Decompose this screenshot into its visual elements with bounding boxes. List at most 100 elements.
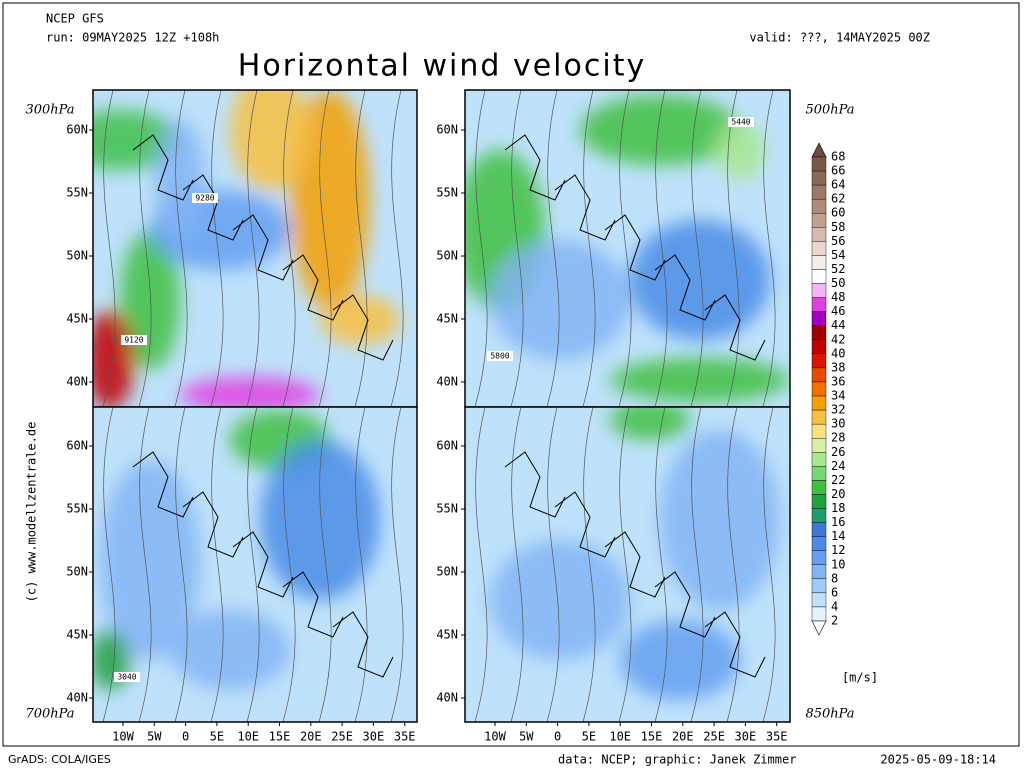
colorbar-label: 14: [831, 529, 845, 543]
colorbar-swatch: [811, 438, 827, 453]
latitude-label: 60N: [436, 439, 458, 453]
data-credit: data: NCEP; graphic: Janek Zimmer: [558, 753, 796, 767]
contour-line: [762, 90, 776, 407]
wind-area: [715, 120, 765, 180]
colorbar-label: 56: [831, 234, 845, 248]
wind-area: [320, 295, 400, 345]
colorbar-label: 44: [831, 318, 845, 332]
colorbar-label: 42: [831, 332, 845, 346]
colorbar-label: 40: [831, 346, 845, 360]
colorbar-swatch: [811, 550, 827, 565]
wind-area: [260, 440, 380, 600]
colorbar-swatch: [811, 325, 827, 340]
colorbar-swatch: [811, 452, 827, 467]
colorbar-triangle: [811, 620, 827, 636]
wind-area: [610, 407, 690, 440]
wind-area: [100, 460, 200, 660]
contour-label-box: [114, 672, 140, 682]
contour-line: [282, 407, 296, 722]
latitude-label: 40N: [436, 375, 458, 389]
coastline: [654, 571, 716, 638]
colorbar-swatch: [811, 423, 827, 439]
contour-label: 5800: [490, 352, 509, 361]
contour-line: [138, 90, 152, 407]
colorbar-swatch: [811, 480, 827, 495]
colorbar-swatch: [811, 269, 827, 284]
coastline: [604, 531, 666, 598]
wind-area: [155, 120, 205, 240]
colorbar-label: 46: [831, 304, 845, 318]
wind-area: [660, 430, 780, 610]
colorbar-swatch: [811, 297, 827, 312]
contour-line: [102, 407, 116, 722]
colorbar-label: 48: [831, 290, 845, 304]
colorbar-swatch: [811, 198, 827, 214]
contour-line: [390, 407, 404, 722]
latitude-label: 50N: [436, 249, 458, 263]
colorbar-label: 12: [831, 543, 845, 557]
coastline: [704, 294, 766, 361]
coastline: [132, 451, 194, 518]
colorbar-label: 58: [831, 220, 845, 234]
wind-area: [610, 358, 790, 402]
longitude-label: 5W: [519, 730, 534, 744]
contour-line: [246, 90, 260, 407]
longitude-label: 35E: [394, 730, 416, 744]
wind-area: [620, 620, 740, 700]
wind-area: [93, 310, 135, 407]
colorbar-swatch: [811, 395, 827, 411]
longitude-label: 5E: [582, 730, 596, 744]
coastline: [554, 174, 616, 241]
coastline: [182, 174, 244, 241]
colorbar-label: 34: [831, 389, 845, 403]
level-label: 850hPa: [805, 707, 854, 722]
colorbar-swatch: [811, 283, 827, 298]
coastline: [282, 254, 344, 321]
latitude-label: 55N: [436, 186, 458, 200]
wind-area: [490, 540, 630, 660]
colorbar-label: 50: [831, 276, 845, 290]
latitude-label: 50N: [66, 565, 88, 579]
longitude-label: 15E: [641, 730, 663, 744]
copyright: (c) www.modellzentrale.de: [25, 422, 39, 603]
map-panel: [465, 90, 790, 407]
colorbar-label: 62: [831, 192, 845, 206]
wind-field: [93, 90, 400, 407]
coastline: [704, 611, 766, 678]
contour-line: [618, 407, 632, 722]
longitude-label: 30E: [363, 730, 385, 744]
model-name: NCEP GFS: [46, 12, 104, 26]
colorbar-label: 4: [831, 599, 838, 613]
latitude-label: 60N: [436, 123, 458, 137]
contour-line: [690, 90, 704, 407]
contour-line: [318, 407, 332, 722]
wind-field: [465, 95, 790, 402]
colorbar-unit: [m/s]: [842, 671, 878, 685]
colorbar-swatch: [811, 255, 827, 270]
colorbar-swatch: [811, 367, 827, 383]
coastline: [282, 571, 344, 638]
colorbar-label: 60: [831, 206, 845, 220]
colorbar-swatch: [811, 578, 827, 594]
colorbar-label: 28: [831, 431, 845, 445]
contour-line: [474, 90, 488, 407]
level-label: 300hPa: [25, 103, 74, 118]
map-panel: [465, 407, 790, 722]
longitude-label: 5W: [147, 730, 162, 744]
coastline: [332, 611, 394, 678]
latitude-label: 55N: [66, 502, 88, 516]
colorbar-label: 38: [831, 360, 845, 374]
colorbar-label: 18: [831, 501, 845, 515]
contour-line: [174, 407, 188, 722]
panel-border: [464, 406, 791, 723]
colorbar-label: 54: [831, 248, 845, 262]
contour-line: [246, 407, 260, 722]
longitude-label: 10W: [112, 730, 134, 744]
colorbar-swatch: [811, 241, 827, 256]
latitude-label: 45N: [66, 628, 88, 642]
colorbar-triangle: [811, 142, 827, 158]
colorbar-label: 30: [831, 417, 845, 431]
latitude-label: 55N: [66, 186, 88, 200]
colorbar-swatch: [811, 592, 827, 608]
colorbar-swatch: [811, 170, 827, 186]
